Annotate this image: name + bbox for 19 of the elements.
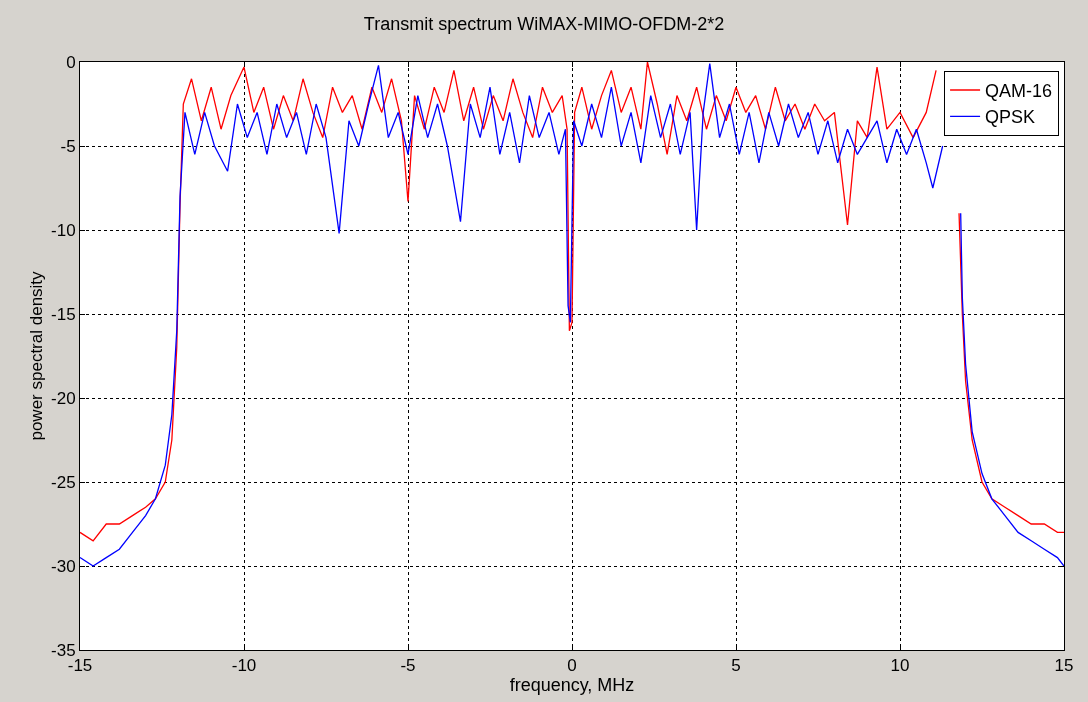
x-tick-label: -10 (231, 656, 257, 676)
y-tick-label: -5 (60, 136, 76, 156)
x-tick-label: 10 (890, 656, 910, 676)
y-tick-label: -10 (51, 220, 76, 240)
y-tick-label: 0 (66, 52, 76, 72)
x-tick-label: -5 (400, 656, 416, 676)
x-tick-label: 0 (567, 656, 577, 676)
x-tick-label: 15 (1054, 656, 1074, 676)
x-tick-label: 5 (731, 656, 741, 676)
legend-label: QAM-16 (985, 81, 1053, 102)
x-axis-title: frequency, MHz (509, 675, 635, 696)
y-tick-label: -30 (51, 556, 76, 576)
y-tick-label: -35 (51, 640, 76, 660)
y-axis-title: power spectral density (26, 270, 46, 441)
chart-title: Transmit spectrum WiMAX-MIMO-OFDM-2*2 (363, 14, 725, 35)
y-tick-label: -20 (51, 388, 76, 408)
y-tick-label: -15 (51, 304, 76, 324)
legend-label: QPSK (985, 107, 1036, 128)
y-tick-label: -25 (51, 472, 76, 492)
